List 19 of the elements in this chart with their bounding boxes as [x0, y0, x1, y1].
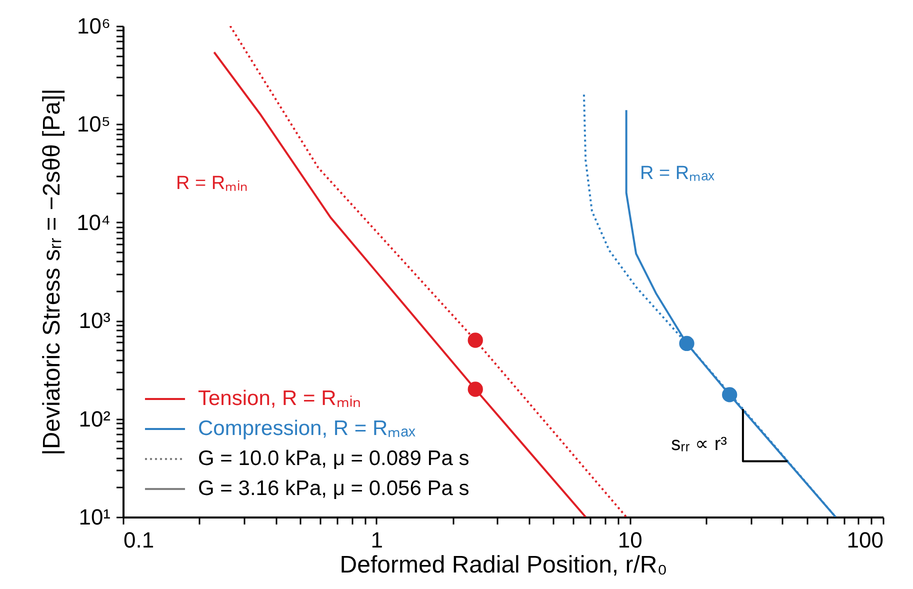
x-axis-title: Deformed Radial Position, r/R₀ — [340, 552, 668, 578]
annotation: G = 10.0 kPa, μ = 0.089 Pa s — [198, 447, 470, 470]
x-tick-label: 10 — [618, 528, 642, 552]
annotation: R = Rₘᵢₙ — [176, 173, 248, 194]
y-tick-label: 10⁵ — [76, 112, 110, 137]
annotation: sᵣᵣ ∝ r³ — [671, 434, 727, 455]
x-tick-label: 100 — [846, 528, 884, 552]
y-tick-label: 10² — [78, 406, 110, 432]
x-tick-label: 1 — [370, 528, 383, 552]
annotation: G = 3.16 kPa, μ = 0.056 Pa s — [198, 477, 470, 500]
y-tick-label: 10⁴ — [76, 210, 110, 235]
y-tick-label: 10¹ — [78, 504, 110, 530]
y-axis-title: |Deviatoric Stress sᵣᵣ = −2sθθ [Pa]| — [38, 88, 66, 456]
annotation: R = Rₘₐₓ — [640, 163, 716, 184]
legend-label: Tension, R = Rₘᵢₙ — [198, 387, 361, 410]
y-tick-label: 10³ — [78, 308, 110, 334]
x-tick-label: 0.1 — [124, 528, 154, 552]
y-tick-label: 10⁶ — [76, 14, 110, 38]
legend-label: Compression, R = Rₘₐₓ — [198, 417, 416, 440]
